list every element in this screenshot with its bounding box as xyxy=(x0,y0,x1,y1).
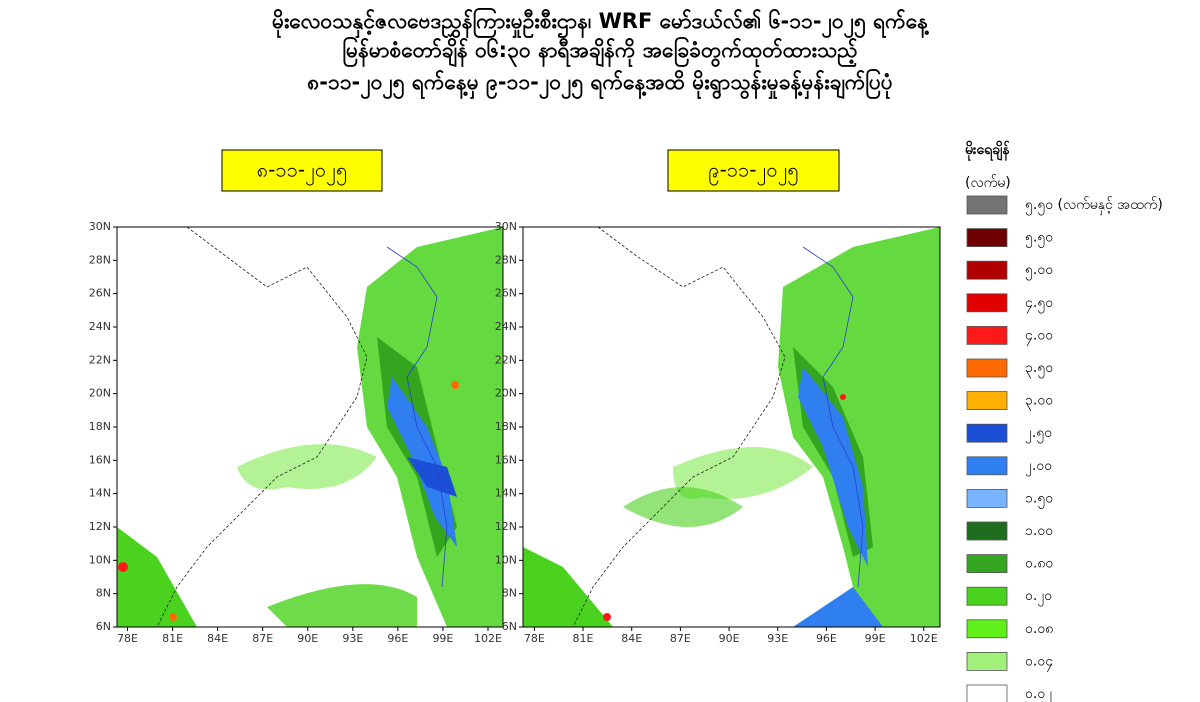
legend-title: မိုးရေချိန် xyxy=(965,141,1010,161)
legend-label: ၅.၅၀ xyxy=(1025,230,1053,248)
y-tick-label: 22N xyxy=(89,353,111,366)
y-tick-label: 20N xyxy=(495,387,517,400)
x-tick-label: 90E xyxy=(719,632,740,645)
legend-label: ၁.၀၀ xyxy=(1025,523,1053,539)
x-tick-label: 81E xyxy=(573,632,594,645)
y-tick-label: 18N xyxy=(495,420,517,433)
y-tick-label: 24N xyxy=(89,320,111,333)
legend-swatch xyxy=(966,652,1008,671)
panel-date: ၈-၁၁-၂၀၂၅ xyxy=(257,158,348,186)
title-line: မြန်မာစံတော်ချိန် ၀၆:၃၀ နာရီအချိန်ကို အခ… xyxy=(342,35,857,68)
x-tick-label: 102E xyxy=(910,632,938,645)
x-tick-label: 102E xyxy=(474,632,502,645)
y-tick-label: 28N xyxy=(89,253,111,266)
legend-label: ၄.၀၀ xyxy=(1025,327,1053,345)
y-tick-label: 12N xyxy=(495,520,517,533)
y-tick-label: 8N xyxy=(96,587,111,600)
legend-label: ၁.၅၀ xyxy=(1025,490,1053,508)
y-tick-label: 6N xyxy=(502,620,517,633)
legend-swatch xyxy=(966,391,1008,411)
legend-label: ၀.၀၄ xyxy=(1025,653,1053,671)
title-line: ၈-၁၁-၂၀၂၅ ရက်နေ့မှ ၉-၁၁-၂၀၂၅ ရက်နေ့အထိ မ… xyxy=(307,67,893,100)
y-tick-label: 26N xyxy=(495,287,517,300)
y-tick-label: 18N xyxy=(89,420,111,433)
x-tick-label: 99E xyxy=(432,632,453,645)
legend-swatch xyxy=(966,456,1008,476)
y-tick-label: 14N xyxy=(495,487,517,500)
legend-swatch xyxy=(966,358,1008,378)
legend-swatch xyxy=(966,586,1008,606)
legend-swatch xyxy=(966,521,1008,541)
legend-label: ၀.၂၀ xyxy=(1025,588,1052,606)
y-tick-label: 20N xyxy=(89,387,111,400)
legend-label: ၂.၀၀ xyxy=(1025,458,1052,476)
title-line: မိုးလေဝသနှင့်ဇလဗေဒညွှန်ကြားမှုဦးစီးဌာန၊ … xyxy=(272,6,931,39)
legend-swatch xyxy=(966,684,1008,702)
y-tick-label: 16N xyxy=(89,453,111,466)
y-tick-label: 10N xyxy=(495,553,517,566)
x-tick-label: 96E xyxy=(387,632,408,645)
x-tick-label: 99E xyxy=(865,632,886,645)
y-tick-label: 28N xyxy=(495,253,517,266)
legend-swatch xyxy=(966,423,1008,443)
legend-swatch xyxy=(966,293,1008,313)
x-tick-label: 78E xyxy=(117,632,138,645)
legend-label: ၅.၀၀ xyxy=(1025,262,1053,280)
x-tick-label: 81E xyxy=(162,632,183,645)
y-tick-label: 6N xyxy=(96,620,111,633)
y-tick-label: 8N xyxy=(502,587,517,600)
y-tick-label: 30N xyxy=(495,220,517,233)
x-tick-label: 96E xyxy=(816,632,837,645)
legend-label: ၀.၀၂ xyxy=(1025,686,1052,702)
legend-label: ၃.၀၀ xyxy=(1025,393,1053,411)
legend-swatch xyxy=(966,195,1008,215)
legend-swatch xyxy=(966,325,1008,345)
legend-swatch xyxy=(966,554,1008,573)
legend-swatch xyxy=(966,488,1008,508)
y-tick-label: 26N xyxy=(89,287,111,300)
x-tick-label: 87E xyxy=(670,632,691,645)
x-tick-label: 84E xyxy=(621,632,642,645)
x-tick-label: 84E xyxy=(207,632,228,645)
map-art xyxy=(117,226,503,628)
x-tick-label: 78E xyxy=(524,632,545,645)
legend-label: ၀.၀၈ xyxy=(1025,621,1053,637)
legend-unit: (လက်မ) xyxy=(965,175,1011,191)
x-tick-label: 90E xyxy=(297,632,318,645)
y-tick-label: 22N xyxy=(495,353,517,366)
y-tick-label: 10N xyxy=(89,553,111,566)
date-box xyxy=(221,149,383,192)
x-tick-label: 93E xyxy=(767,632,788,645)
x-tick-label: 87E xyxy=(252,632,273,645)
y-tick-label: 30N xyxy=(89,220,111,233)
y-tick-label: 24N xyxy=(495,320,517,333)
date-box xyxy=(667,149,840,192)
legend-swatch xyxy=(966,228,1008,248)
y-tick-label: 12N xyxy=(89,520,111,533)
y-tick-label: 16N xyxy=(495,453,517,466)
legend-swatch xyxy=(966,260,1008,280)
y-tick-label: 14N xyxy=(89,487,111,500)
legend-label: ၅.၅၀ (လက်မနှင့် အထက်) xyxy=(1025,197,1163,215)
legend-label: ၄.၅၀ xyxy=(1025,295,1053,313)
x-tick-label: 93E xyxy=(342,632,363,645)
legend-swatch xyxy=(966,619,1008,639)
legend-label: ၂.၅၀ xyxy=(1025,425,1052,443)
panel-date: ၉-၁၁-၂၀၂၅ xyxy=(708,158,798,186)
legend-label: ၃.၅၀ xyxy=(1025,360,1053,378)
legend-label: ၀.၈၀ xyxy=(1025,556,1053,572)
map-art xyxy=(523,226,940,628)
